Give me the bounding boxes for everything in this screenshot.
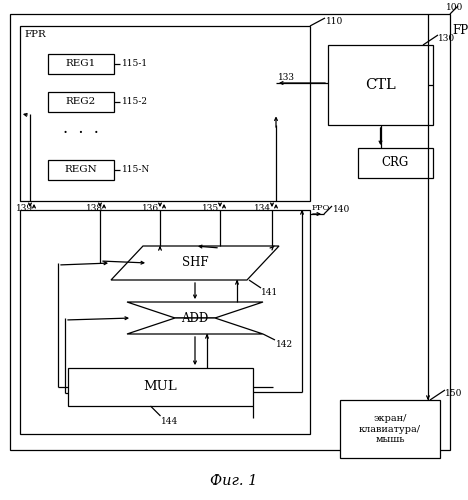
Polygon shape — [127, 302, 263, 318]
Text: MUL: MUL — [144, 380, 177, 394]
Text: 115-N: 115-N — [122, 166, 150, 174]
Text: 134: 134 — [254, 204, 271, 213]
Text: CTL: CTL — [365, 78, 396, 92]
Text: Фиг. 1: Фиг. 1 — [210, 474, 258, 488]
Text: 133: 133 — [278, 73, 295, 82]
Text: FPP: FPP — [452, 24, 468, 37]
Bar — [358, 148, 433, 178]
Text: CRG: CRG — [382, 156, 409, 170]
Text: ADD: ADD — [182, 312, 209, 324]
Text: FPR: FPR — [24, 30, 46, 39]
Bar — [48, 160, 114, 180]
Bar — [20, 26, 310, 201]
Text: FPO: FPO — [312, 204, 330, 212]
Text: экран/
клавиатура/
мышь: экран/ клавиатура/ мышь — [359, 414, 421, 444]
Text: 139: 139 — [16, 204, 33, 213]
Text: 115-2: 115-2 — [122, 98, 148, 106]
Text: REG1: REG1 — [66, 60, 96, 68]
Bar — [340, 400, 440, 458]
Text: 144: 144 — [161, 417, 178, 426]
Text: 136: 136 — [142, 204, 159, 213]
Text: 110: 110 — [326, 17, 343, 26]
Text: REG2: REG2 — [66, 98, 96, 106]
Text: 138: 138 — [86, 204, 103, 213]
Text: 115-1: 115-1 — [122, 60, 148, 68]
Bar — [328, 45, 433, 125]
Text: 142: 142 — [276, 340, 293, 349]
Text: ·  ·  ·: · · · — [63, 126, 99, 142]
Polygon shape — [111, 246, 279, 280]
Text: 135: 135 — [202, 204, 219, 213]
Bar — [10, 14, 450, 450]
Text: 100: 100 — [446, 3, 463, 12]
Text: 150: 150 — [445, 389, 462, 398]
Polygon shape — [127, 318, 263, 334]
Text: 130: 130 — [438, 34, 455, 43]
Text: 141: 141 — [261, 288, 278, 297]
Bar — [48, 54, 114, 74]
Bar — [20, 210, 310, 434]
Bar — [68, 368, 253, 406]
Text: SHF: SHF — [182, 256, 208, 270]
Text: REGN: REGN — [65, 166, 97, 174]
Bar — [48, 92, 114, 112]
Text: 140: 140 — [333, 205, 350, 214]
